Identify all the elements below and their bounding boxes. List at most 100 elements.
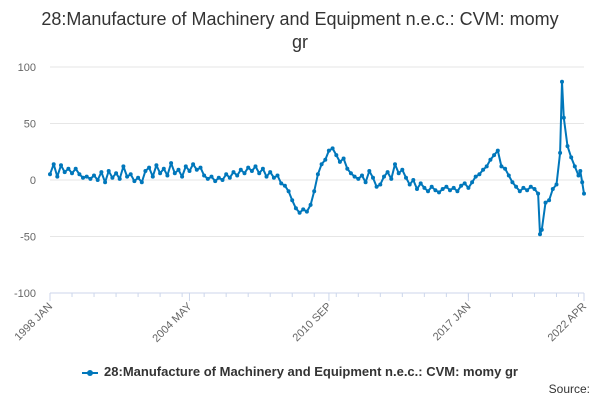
data-point: [235, 173, 240, 178]
data-point: [143, 169, 148, 173]
data-point: [440, 187, 445, 191]
data-point: [249, 169, 254, 173]
data-point: [565, 144, 570, 149]
data-point: [260, 166, 265, 171]
data-point: [202, 173, 207, 178]
data-point: [312, 189, 317, 194]
data-point: [437, 190, 441, 195]
data-point: [216, 175, 221, 180]
data-point: [147, 165, 152, 170]
data-point: [180, 174, 185, 179]
data-point: [330, 146, 335, 151]
data-point: [103, 180, 108, 185]
data-point: [539, 227, 544, 232]
data-point: [51, 162, 56, 167]
data-point: [488, 157, 493, 162]
data-point: [99, 170, 104, 175]
data-point: [506, 173, 511, 178]
data-point: [308, 202, 313, 207]
series-line: [49, 80, 585, 236]
data-point: [422, 185, 427, 190]
data-point: [154, 163, 159, 168]
data-point: [301, 207, 306, 212]
x-tick-label: 2004 MAY: [150, 300, 195, 345]
data-point: [341, 156, 346, 161]
data-point: [382, 174, 386, 179]
data-point: [510, 180, 515, 185]
data-point: [231, 170, 236, 175]
data-point: [169, 161, 174, 166]
x-tick-label: 2010 SEP: [291, 301, 335, 345]
data-point: [66, 166, 71, 171]
data-point: [385, 170, 390, 175]
data-point: [503, 166, 508, 171]
data-point: [407, 182, 412, 187]
data-point: [348, 171, 353, 176]
x-tick-label: 1998 JAN: [12, 301, 55, 344]
data-point: [459, 183, 464, 188]
data-point: [554, 182, 559, 187]
data-point: [227, 175, 232, 180]
data-point: [242, 171, 247, 176]
data-point: [205, 176, 210, 181]
data-point: [360, 173, 364, 178]
data-point: [326, 148, 331, 153]
data-point: [268, 170, 273, 175]
x-tick-label: 2022 APR: [546, 301, 590, 345]
data-point: [194, 167, 199, 172]
data-point: [191, 162, 196, 167]
data-point: [378, 182, 383, 187]
data-point: [470, 180, 475, 185]
data-point: [55, 174, 60, 179]
data-point: [315, 172, 320, 177]
data-point: [345, 166, 350, 171]
source-label: Source:: [548, 382, 590, 396]
data-point: [70, 171, 74, 176]
data-point: [477, 172, 482, 177]
data-point: [275, 173, 280, 178]
data-point: [95, 178, 100, 182]
data-point: [88, 176, 93, 181]
y-tick-label: 0: [30, 175, 36, 187]
data-point: [569, 155, 574, 160]
data-point: [499, 164, 504, 169]
data-point: [172, 171, 177, 176]
data-point: [220, 178, 225, 182]
legend-series-marker: [82, 369, 99, 376]
legend[interactable]: 28:Manufacture of Machinery and Equipmen…: [0, 364, 600, 379]
data-point: [62, 170, 67, 175]
data-point: [466, 185, 471, 190]
data-point: [429, 184, 434, 189]
data-point: [165, 173, 170, 178]
data-point: [128, 172, 133, 177]
data-point: [415, 187, 419, 191]
data-point: [337, 159, 342, 164]
data-point: [560, 79, 564, 84]
data-point: [517, 189, 522, 194]
data-point: [481, 167, 486, 172]
data-point: [448, 188, 452, 193]
data-point: [187, 169, 192, 173]
data-point: [444, 184, 449, 189]
data-point: [433, 188, 438, 193]
data-point: [538, 232, 542, 237]
data-point: [558, 150, 563, 155]
data-point: [304, 209, 309, 214]
data-point: [525, 188, 530, 193]
data-point: [411, 178, 416, 182]
data-point: [371, 175, 375, 180]
data-point: [282, 183, 287, 188]
data-point: [532, 187, 537, 191]
data-point: [550, 187, 555, 191]
data-point: [150, 174, 155, 179]
data-point: [73, 166, 78, 171]
data-point: [578, 169, 583, 173]
data-point: [536, 191, 541, 196]
data-point: [404, 175, 408, 180]
data-point: [561, 115, 566, 120]
data-point: [59, 163, 63, 168]
data-point: [125, 174, 130, 179]
data-point: [161, 166, 166, 171]
data-point: [543, 200, 548, 205]
